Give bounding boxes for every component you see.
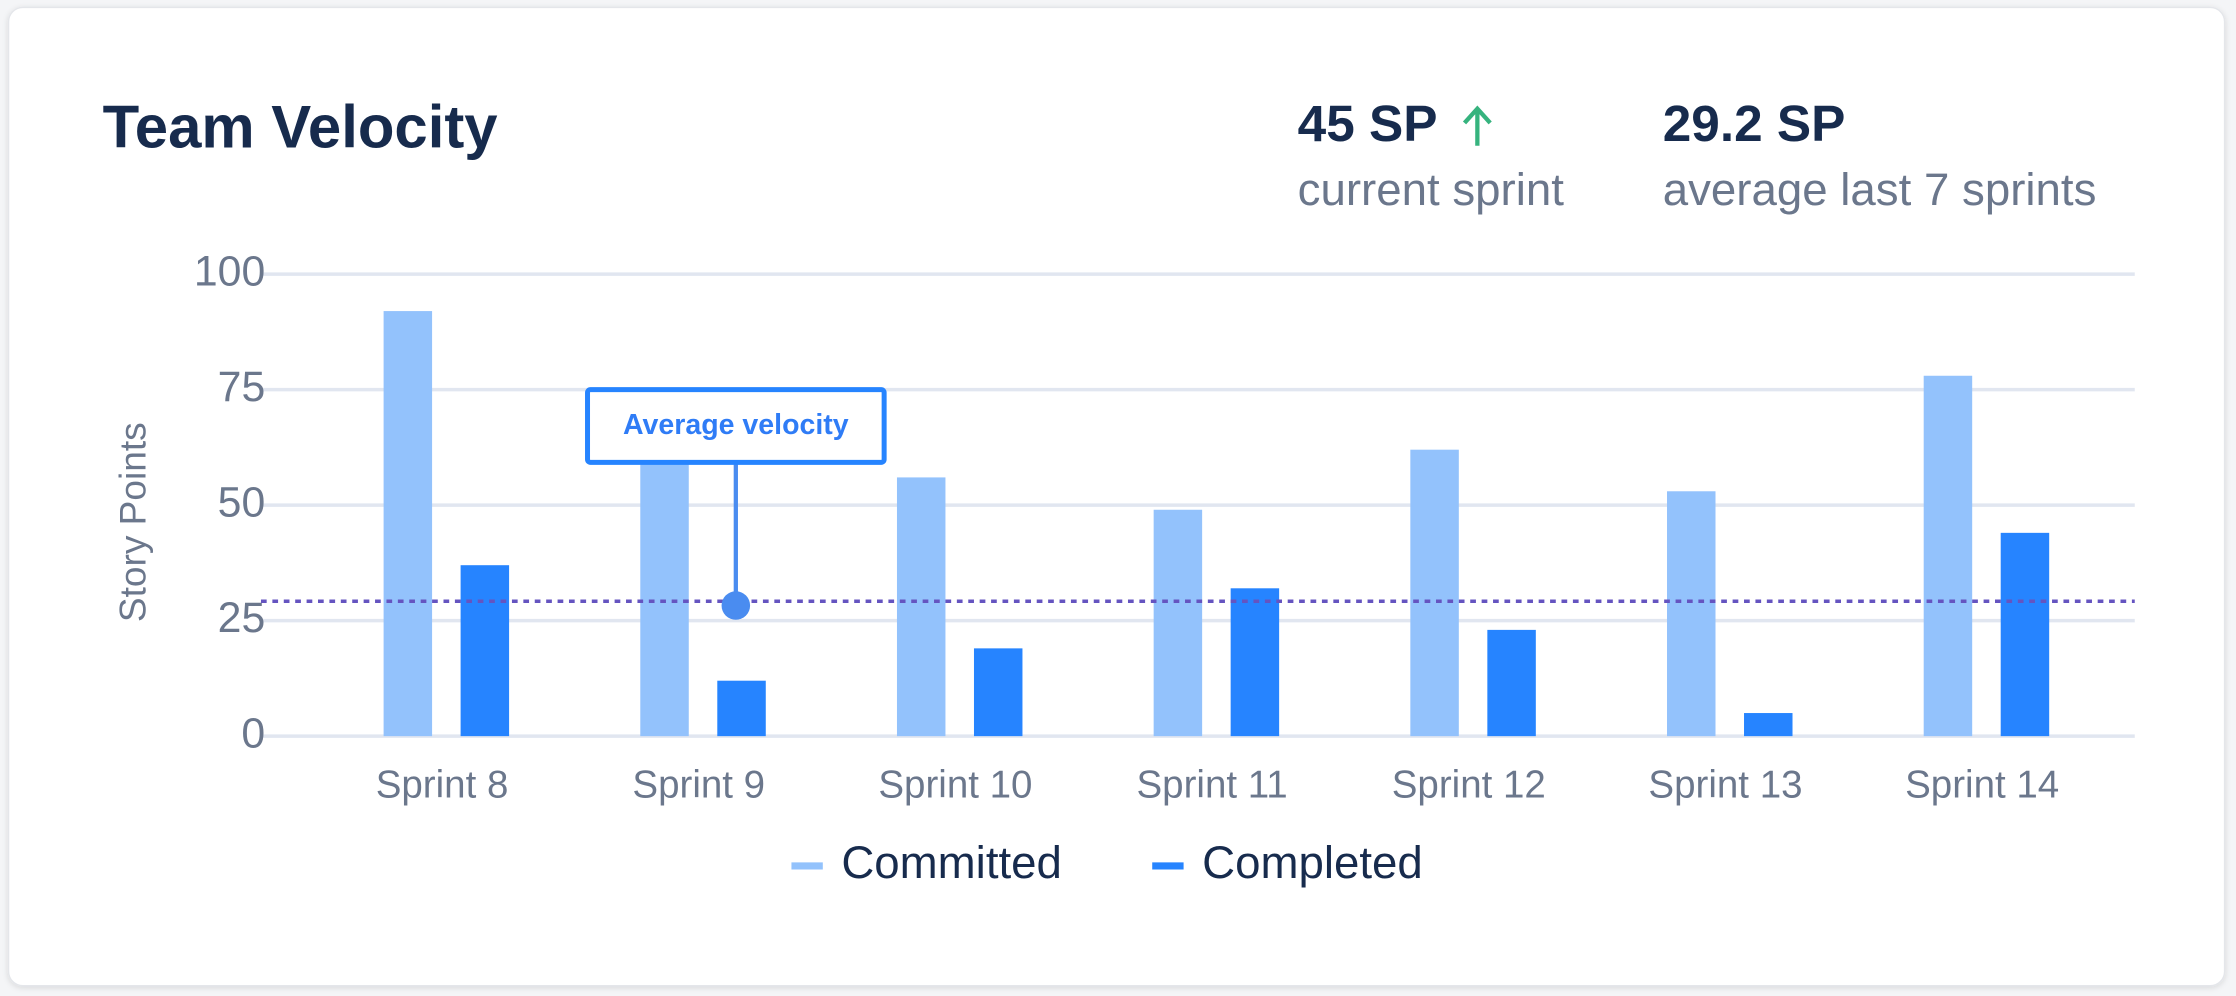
legend-label: Committed: [841, 837, 1062, 888]
y-tick-label: 25: [218, 594, 266, 642]
bar: [1923, 375, 1973, 737]
bar: [1667, 491, 1716, 737]
annotation-box: [585, 387, 887, 465]
stat-value: 29.2 SP: [1663, 95, 1846, 152]
bar: [896, 477, 946, 737]
x-tick-label: Sprint 9: [632, 764, 765, 807]
bar: [973, 648, 1023, 737]
bar: [1153, 509, 1203, 737]
annotation-label: Average velocity: [623, 409, 849, 441]
y-tick-label: 100: [194, 247, 265, 295]
x-tick-label: Sprint 13: [1648, 764, 1802, 807]
x-tick-label: Sprint 11: [1136, 764, 1287, 807]
y-tick-label: 0: [241, 709, 265, 757]
bar: [1487, 629, 1536, 737]
trend-up-icon: [1462, 105, 1492, 146]
x-tick-label: Sprint 8: [376, 764, 509, 807]
bar: [717, 680, 766, 737]
bar: [2000, 532, 2050, 737]
card: [7, 6, 2226, 987]
y-tick-label: 50: [218, 478, 266, 526]
bar: [1410, 449, 1459, 737]
stat-label: average last 7 sprints: [1663, 164, 2097, 215]
card-title: Team Velocity: [103, 93, 498, 160]
y-axis-label: Story Points: [111, 422, 153, 622]
bar: [383, 311, 433, 737]
legend-label: Completed: [1202, 837, 1423, 888]
bar: [460, 565, 510, 737]
bar: [640, 458, 689, 737]
stat-value: 45 SP: [1298, 95, 1438, 152]
bar: [1744, 713, 1793, 737]
y-tick-label: 75: [218, 363, 266, 411]
stat-label: current sprint: [1298, 164, 1565, 215]
bar: [1230, 588, 1280, 737]
x-tick-label: Sprint 10: [878, 764, 1032, 807]
x-tick-label: Sprint 12: [1392, 764, 1546, 807]
plot: 0 25 50 75 100 Sprint 8 Sprint 9 Sprint 10 Sprin…: [194, 247, 2135, 888]
annotation-dot: [721, 591, 751, 620]
x-tick-label: Sprint 14: [1905, 764, 2059, 807]
